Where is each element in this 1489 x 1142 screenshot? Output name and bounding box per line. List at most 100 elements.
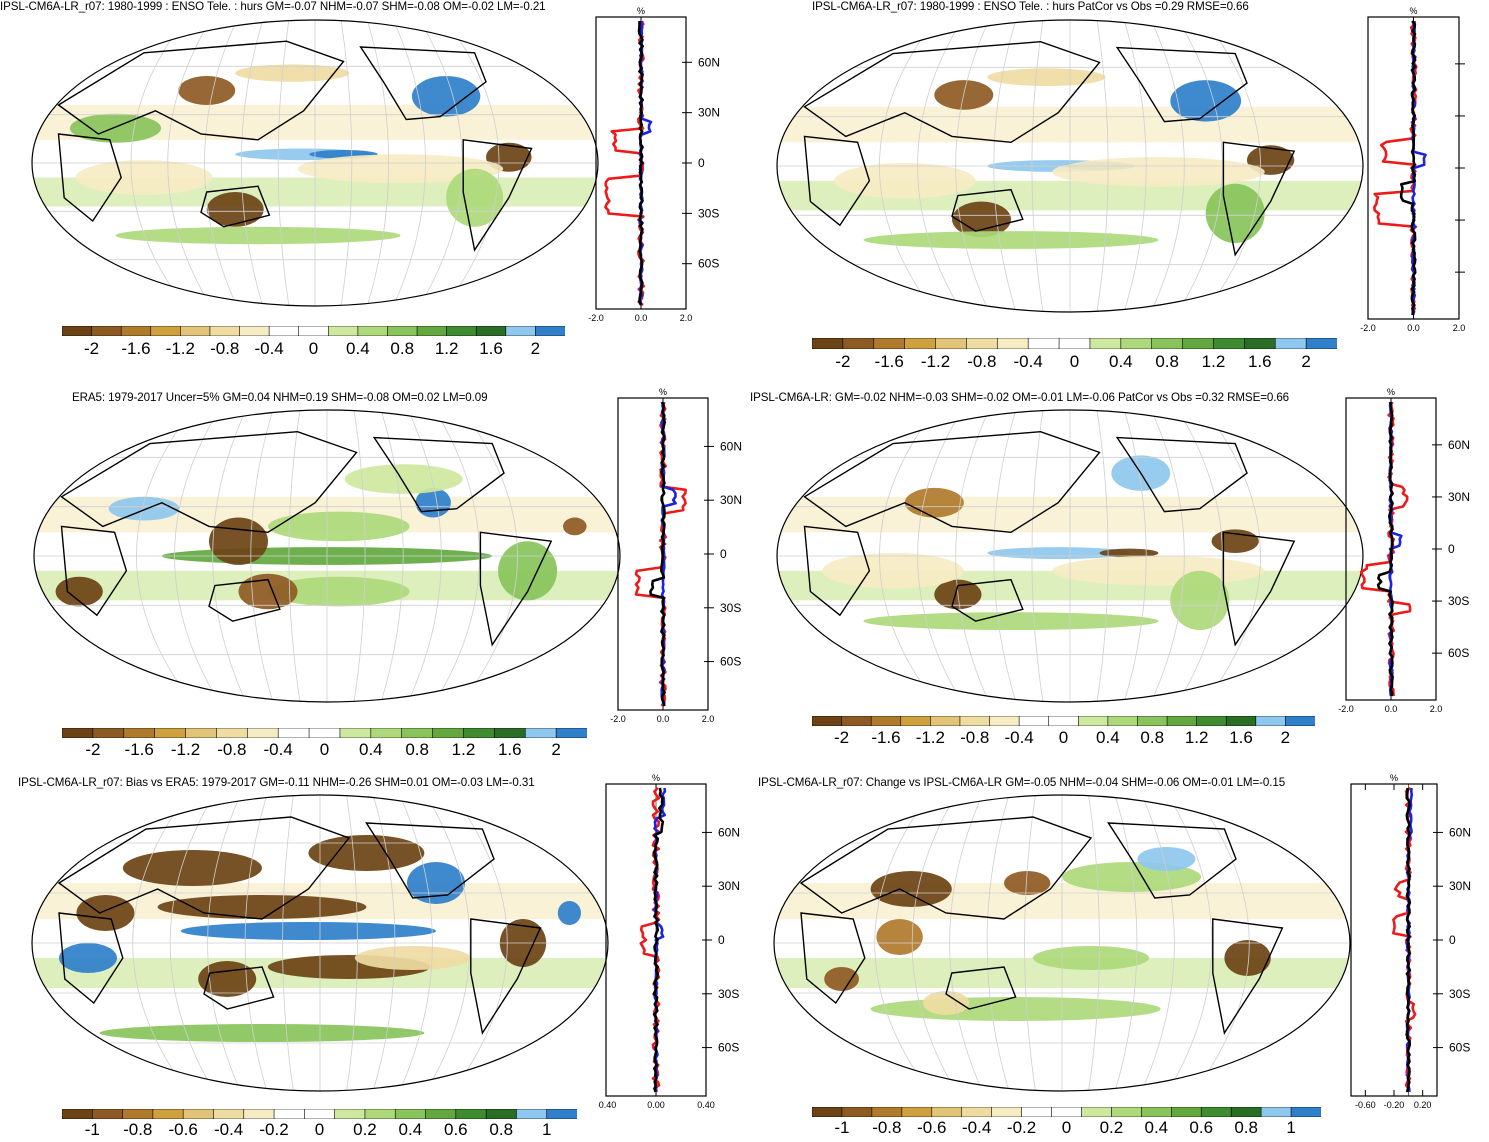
field-blob [563,517,587,536]
field-blob [157,895,367,919]
field-blob [115,226,401,245]
lat-label: 30S [718,987,739,1001]
colorbar-svg [811,337,1338,350]
x-tick-label: 0.40 [697,1100,715,1110]
lat-label: 60S [720,655,741,669]
field-blob [1099,548,1159,558]
lat-label: 60S [1448,646,1469,660]
profile-svg: % -0.40 0.00 0.40 60N 30N 0 30S 60S [596,773,740,1110]
colorbar-swatch [555,727,588,739]
coastline [57,133,122,223]
colorbar-swatch [91,325,122,337]
colorbar-swatch [931,1106,963,1118]
colorbar-swatch [122,1108,154,1120]
colorbar-label: -0.8 [217,740,247,759]
colorbar-swatch [370,727,403,739]
mean-line [652,787,665,1093]
lat-label: 30N [718,879,740,893]
map [30,793,610,1093]
colorbar-swatch [268,325,300,337]
colorbar-swatch [327,325,359,337]
x-tick-label: -0.40 [598,1100,616,1110]
colorbar [61,1106,578,1120]
colorbar-label: 1.6 [479,339,503,358]
zonal-profile: % -2.0 0.0 2.0 60N 30N 0 30S 60S [1338,386,1488,726]
colorbar-label: -0.4 [213,1120,244,1139]
colorbar-label: -1.6 [874,352,904,371]
colorbar-label: 0.8 [489,1120,514,1139]
zonal-profile: % -2.0 0.0 2.0 60N 30N 0 30S 60S [610,386,760,736]
map-svg [776,19,1364,313]
lat-label: 60S [1449,1041,1470,1055]
profile-svg: % -2.0 0.0 2.0 [1360,6,1465,333]
colorbar-swatch [394,1108,427,1120]
coastline [1115,46,1248,123]
colorbar-swatch [966,337,998,350]
field-blob [69,113,162,143]
colorbar-swatch [446,325,477,337]
colorbar-swatch [463,727,495,739]
colorbar-svg [811,715,1316,727]
zonal-profile: % -2.0 0.0 2.0 60N 30N 0 30S 60S [588,5,738,335]
profile-unit: % [652,773,660,783]
map-svg [33,409,621,703]
colorbar-labels: -2 -1.6 -1.2 -0.8 -0.4 0 0.4 0.8 1.2 1.6 2 [62,740,587,762]
colorbar-swatch [811,1106,843,1118]
map [775,408,1365,704]
lat-label: 30S [720,601,741,615]
field-blob [308,835,425,871]
colorbar-swatch [1260,1106,1292,1118]
colorbar-swatch [1051,1106,1083,1118]
x-tick-label: -0.20 [1384,1100,1405,1110]
colorbar-swatch [432,727,465,739]
coastline [945,966,1017,1010]
colorbar-label: -1.2 [165,339,195,358]
field-blob [1052,556,1265,586]
colorbar [811,1104,1322,1118]
colorbar-swatch [989,715,1020,727]
colorbar-label: 0.2 [1099,1118,1124,1137]
colorbar-label: -0.8 [210,339,240,358]
colorbar-label: 0.2 [353,1120,377,1139]
lat-label: 60S [718,1041,739,1055]
colorbar-swatch [304,1108,336,1120]
colorbar-swatch [1027,337,1060,350]
colorbar-swatch [123,727,156,739]
colorbar-label: -2 [834,728,850,747]
map-svg [776,409,1364,703]
colorbar-swatch [1230,1106,1262,1118]
colorbar-swatch [455,1108,487,1120]
coastline [1107,822,1237,899]
coastline [803,430,1101,534]
colorbar-swatch [494,727,526,739]
mean-line [1399,20,1417,316]
map-svg [31,19,599,307]
coastline [57,40,345,141]
colorbar-swatch [1213,337,1245,350]
colorbar-label: -0.8 [960,728,990,747]
colorbar-swatch [1137,715,1168,727]
colorbar-label: 1 [541,1120,552,1139]
colorbar-swatch [959,715,991,727]
colorbar-swatch [1225,715,1257,727]
colorbar-label: -0.2 [1006,1118,1037,1137]
map-svg [773,794,1351,1092]
colorbar-swatch [871,1106,903,1118]
colorbar-swatch [1081,1106,1113,1118]
colorbar-swatch [152,1108,184,1120]
field-blob [1170,80,1242,122]
colorbar-label: 1.2 [434,339,459,358]
map [772,793,1352,1093]
mean-line [638,21,644,306]
colorbar-swatch [546,1108,578,1120]
colorbar-label: -0.4 [263,740,293,759]
field-blob [235,64,350,82]
colorbar-label: 0.4 [346,339,370,358]
colorbar-label: 0 [319,740,330,759]
colorbar-swatch [1111,1106,1142,1118]
colorbar-swatch [991,1106,1023,1118]
colorbar-label: 1.6 [1247,352,1272,371]
colorbar-swatch [61,325,93,337]
map-border [776,409,1364,703]
field-blob [122,850,263,886]
